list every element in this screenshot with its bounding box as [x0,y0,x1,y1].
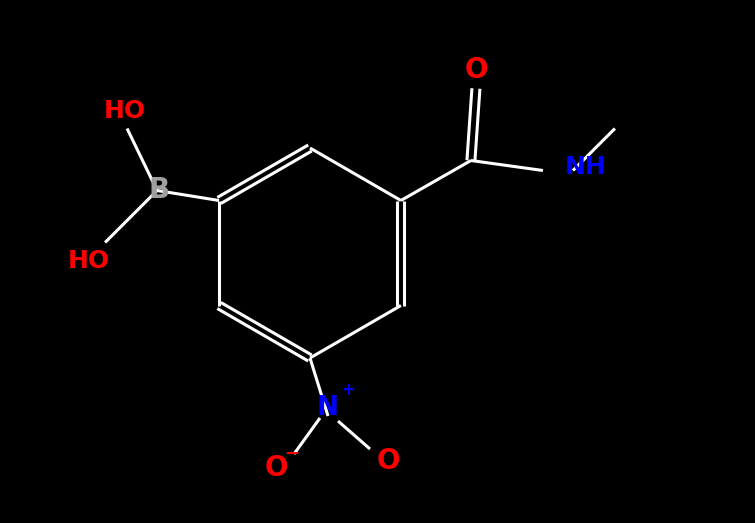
Text: NH: NH [565,154,607,178]
Text: N: N [317,395,339,421]
Text: +: + [341,381,355,399]
Text: −: − [285,445,300,463]
Text: O: O [464,56,488,85]
Text: HO: HO [104,98,146,122]
Text: HO: HO [68,248,110,272]
Text: O: O [376,447,399,475]
Text: B: B [149,176,170,204]
Text: O: O [264,454,288,482]
